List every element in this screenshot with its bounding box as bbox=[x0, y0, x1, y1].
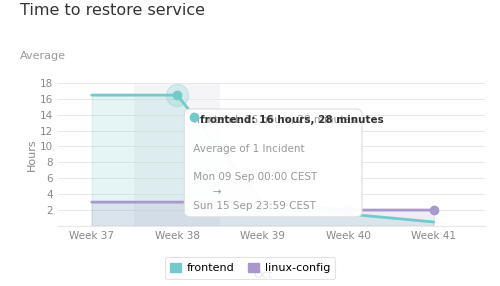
Y-axis label: Hours: Hours bbox=[26, 138, 36, 171]
Bar bbox=[134, 83, 220, 226]
Text: Average: Average bbox=[20, 51, 66, 61]
Legend: frontend, linux-config: frontend, linux-config bbox=[164, 257, 336, 279]
Text: frontend: 16 hours, 28 minutes: frontend: 16 hours, 28 minutes bbox=[200, 115, 384, 125]
Text: Oct: Oct bbox=[253, 270, 272, 280]
Text: frontend: 16 hours, 28 minutes

 Average of 1 Incident

 Mon 09 Sep 00:00 CEST
 : frontend: 16 hours, 28 minutes Average o… bbox=[190, 115, 356, 211]
Text: Time to restore service: Time to restore service bbox=[20, 3, 205, 18]
